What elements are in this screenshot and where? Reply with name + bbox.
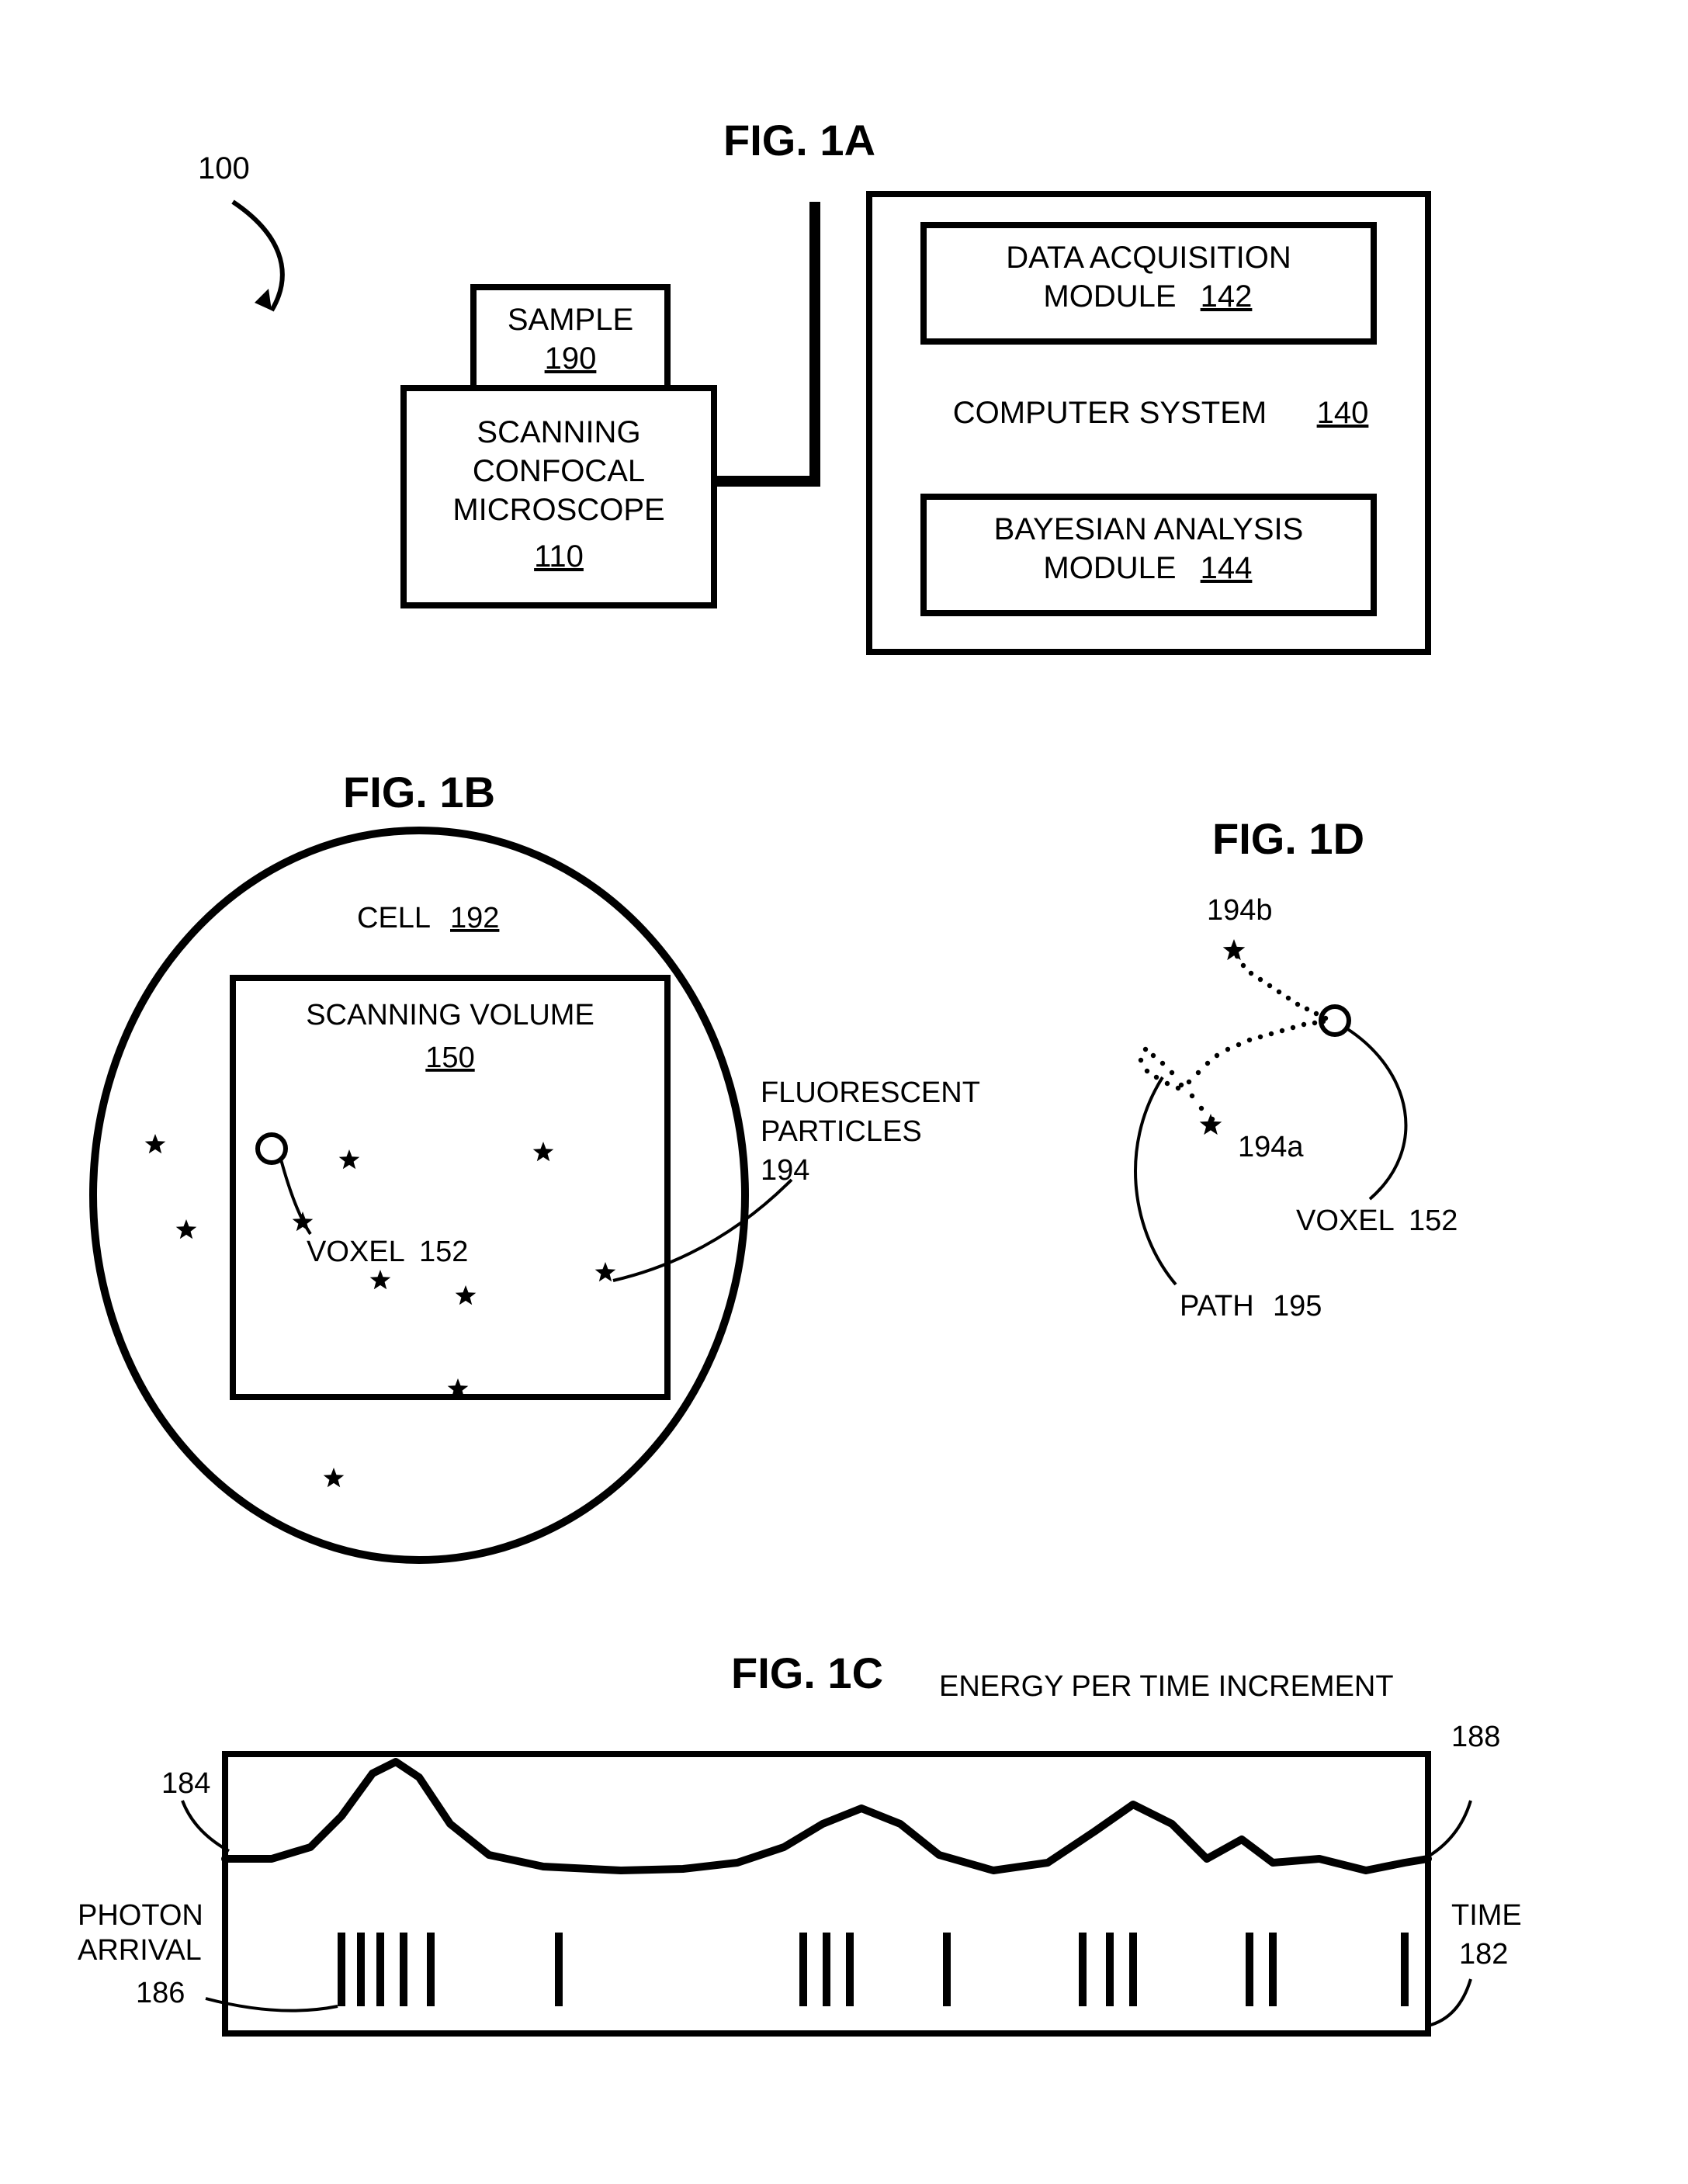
scanvol-num: 150: [425, 1042, 474, 1074]
microscope-num: 110: [534, 539, 584, 574]
dot-a-25: [1312, 1021, 1317, 1025]
dot-a-8: [1139, 1058, 1143, 1063]
dot-a-22: [1280, 1028, 1284, 1033]
ref-194a: 194a: [1238, 1131, 1304, 1163]
ref-182: 182: [1459, 1938, 1508, 1971]
ref-188: 188: [1451, 1721, 1500, 1753]
dot-a-17: [1225, 1047, 1230, 1052]
sample-num: 190: [545, 341, 597, 376]
voxel-num-b: 152: [419, 1236, 468, 1268]
dot-a-23: [1291, 1025, 1295, 1030]
dot-b-8: [1305, 1007, 1309, 1011]
dot-a-19: [1247, 1038, 1252, 1042]
cell-num: 192: [450, 902, 499, 934]
dot-a-14: [1196, 1070, 1201, 1075]
dot-a-5: [1160, 1061, 1165, 1066]
dot-a-2: [1190, 1094, 1194, 1098]
microscope-line3: MICROSCOPE: [452, 493, 664, 527]
microscope-line1: SCANNING: [477, 415, 640, 449]
fig-1b-title: FIG. 1B: [343, 768, 495, 816]
microscope-line2: CONFOCAL: [473, 454, 645, 488]
bayes-line2: MODULE: [1043, 551, 1176, 585]
voxel-num-d: 152: [1409, 1205, 1458, 1237]
dot-a-16: [1215, 1053, 1219, 1058]
cell-label: CELL: [357, 902, 431, 934]
fig-1d-title: FIG. 1D: [1212, 814, 1364, 863]
ref-194b: 194b: [1207, 894, 1273, 927]
voxel-label-d: VOXEL: [1296, 1205, 1395, 1237]
voxel-label-b: VOXEL: [307, 1236, 405, 1268]
dot-a-15: [1205, 1061, 1210, 1066]
dot-b-0: [1235, 954, 1239, 959]
dot-a-7: [1143, 1047, 1148, 1052]
scanvol-label: SCANNING VOLUME: [306, 999, 594, 1031]
fig-1a-title: FIG. 1A: [723, 116, 875, 165]
computer-num: 140: [1317, 396, 1369, 430]
dot-a-12: [1176, 1086, 1180, 1090]
ref-184: 184: [161, 1767, 210, 1800]
dot-b-1: [1241, 963, 1246, 968]
dot-b-7: [1295, 1002, 1300, 1007]
daq-num: 142: [1201, 279, 1253, 314]
dot-b-6: [1286, 996, 1291, 1000]
energy-label: ENERGY PER TIME INCREMENT: [939, 1670, 1394, 1703]
photon-line1: PHOTON: [78, 1899, 203, 1932]
photon-line2: ARRIVAL: [78, 1934, 202, 1967]
dot-b-9: [1314, 1011, 1319, 1016]
dot-a-1: [1199, 1106, 1204, 1111]
dot-a-9: [1145, 1069, 1149, 1073]
dot-a-4: [1170, 1070, 1174, 1075]
dot-b-2: [1249, 971, 1253, 976]
dot-a-6: [1151, 1053, 1156, 1058]
ref-186: 186: [136, 1977, 185, 2009]
dot-b-4: [1267, 983, 1272, 988]
dot-b-5: [1277, 990, 1281, 994]
time-label: TIME: [1451, 1899, 1522, 1932]
computer-label: COMPUTER SYSTEM: [953, 396, 1267, 430]
dot-a-11: [1165, 1081, 1170, 1086]
dot-a-20: [1258, 1035, 1263, 1039]
dot-a-18: [1236, 1042, 1241, 1047]
dot-b-3: [1258, 977, 1263, 982]
path-label-d: PATH: [1180, 1290, 1254, 1323]
daq-line2: MODULE: [1043, 279, 1176, 314]
bayes-num: 144: [1201, 551, 1253, 585]
sample-label: SAMPLE: [508, 303, 633, 337]
path-num-d: 195: [1273, 1290, 1322, 1323]
ref-100: 100: [198, 151, 250, 185]
dot-a-24: [1302, 1022, 1306, 1027]
dot-a-26: [1321, 1019, 1326, 1024]
fluor-line1: FLUORESCENT: [761, 1076, 980, 1109]
bayes-line1: BAYESIAN ANALYSIS: [994, 512, 1304, 546]
fig-1c-title: FIG. 1C: [731, 1648, 883, 1697]
fluor-line2: PARTICLES: [761, 1115, 922, 1148]
daq-line1: DATA ACQUISITION: [1006, 241, 1291, 275]
dot-a-10: [1154, 1075, 1159, 1080]
fluor-num: 194: [761, 1154, 809, 1187]
dot-a-13: [1187, 1080, 1191, 1084]
dot-a-21: [1269, 1031, 1274, 1036]
